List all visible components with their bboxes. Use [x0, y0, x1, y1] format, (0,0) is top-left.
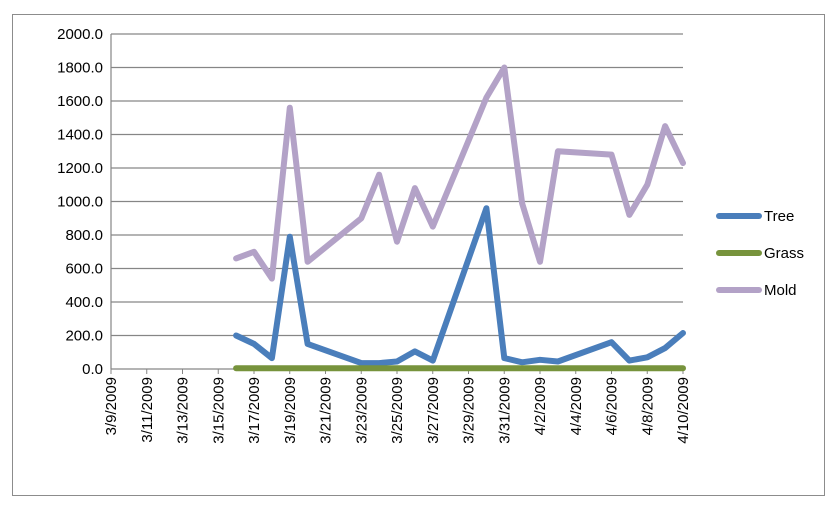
x-tick-label: 3/13/2009	[175, 377, 192, 444]
legend-label-mold: Mold	[764, 282, 797, 299]
legend: Tree Grass Mold	[716, 208, 804, 299]
x-tick-label: 4/6/2009	[604, 377, 621, 435]
x-tick-label: 4/10/2009	[675, 377, 692, 444]
x-tick-label: 3/27/2009	[425, 377, 442, 444]
series-line-tree	[233, 205, 686, 367]
x-tick-label: 3/21/2009	[318, 377, 335, 444]
y-tick-label: 1000.0	[57, 194, 103, 211]
y-tick-label: 1400.0	[57, 127, 103, 144]
y-tick-label: 1600.0	[57, 93, 103, 110]
legend-label-tree: Tree	[764, 208, 794, 225]
gridlines	[111, 33, 683, 337]
x-tick-label: 3/23/2009	[353, 377, 370, 444]
y-tick-label: 800.0	[65, 227, 103, 244]
x-tick-label: 3/19/2009	[282, 377, 299, 444]
y-tick-label: 200.0	[65, 328, 103, 345]
y-tick-label: 400.0	[65, 294, 103, 311]
y-tick-label: 1800.0	[57, 60, 103, 77]
y-tick-label: 600.0	[65, 261, 103, 278]
axes	[110, 34, 684, 374]
line-chart: 0.0 200.0 400.0 600.0 800.0 1000.0 1200.0 1400.…	[57, 26, 804, 444]
series-line-mold	[233, 64, 686, 282]
series-lines	[233, 64, 686, 372]
x-axis-tick-labels: 3/9/2009 3/11/2009 3/13/2009 3/15/2009 3/17/…	[103, 377, 692, 444]
legend-label-grass: Grass	[764, 245, 804, 262]
chart-frame: 0.0 200.0 400.0 600.0 800.0 1000.0 1200.0 1400.…	[12, 14, 825, 496]
x-tick-label: 4/8/2009	[639, 377, 656, 435]
y-tick-label: 1200.0	[57, 160, 103, 177]
x-tick-label: 3/25/2009	[389, 377, 406, 444]
x-tick-label: 3/9/2009	[103, 377, 120, 435]
x-tick-label: 3/29/2009	[461, 377, 478, 444]
y-axis-tick-labels: 0.0 200.0 400.0 600.0 800.0 1000.0 1200.0 1400.…	[57, 26, 103, 378]
x-tick-label: 4/4/2009	[568, 377, 585, 435]
x-tick-label: 3/15/2009	[210, 377, 227, 444]
x-tick-label: 3/17/2009	[246, 377, 263, 444]
y-tick-label: 0.0	[82, 361, 103, 378]
y-tick-label: 2000.0	[57, 26, 103, 43]
x-tick-label: 3/31/2009	[496, 377, 513, 444]
x-tick-label: 3/11/2009	[139, 377, 156, 443]
x-tick-label: 4/2/2009	[532, 377, 549, 435]
